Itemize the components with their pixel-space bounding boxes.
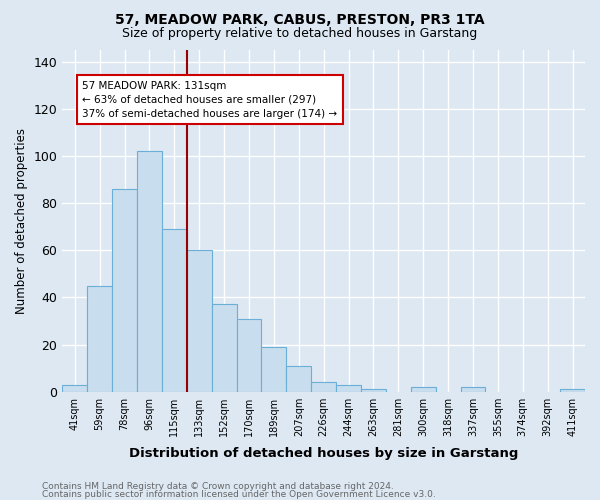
Text: 57 MEADOW PARK: 131sqm
← 63% of detached houses are smaller (297)
37% of semi-de: 57 MEADOW PARK: 131sqm ← 63% of detached… bbox=[82, 80, 337, 118]
Bar bbox=[137, 152, 162, 392]
Text: Size of property relative to detached houses in Garstang: Size of property relative to detached ho… bbox=[122, 28, 478, 40]
Bar bbox=[336, 384, 361, 392]
Bar bbox=[311, 382, 336, 392]
Bar bbox=[112, 189, 137, 392]
Bar bbox=[162, 229, 187, 392]
Bar bbox=[187, 250, 212, 392]
Bar bbox=[87, 286, 112, 392]
Bar bbox=[411, 387, 436, 392]
Text: 57, MEADOW PARK, CABUS, PRESTON, PR3 1TA: 57, MEADOW PARK, CABUS, PRESTON, PR3 1TA bbox=[115, 12, 485, 26]
Bar bbox=[560, 390, 585, 392]
Bar bbox=[62, 384, 87, 392]
X-axis label: Distribution of detached houses by size in Garstang: Distribution of detached houses by size … bbox=[129, 447, 518, 460]
Bar bbox=[286, 366, 311, 392]
Y-axis label: Number of detached properties: Number of detached properties bbox=[15, 128, 28, 314]
Text: Contains HM Land Registry data © Crown copyright and database right 2024.: Contains HM Land Registry data © Crown c… bbox=[42, 482, 394, 491]
Bar bbox=[262, 347, 286, 392]
Bar bbox=[236, 318, 262, 392]
Bar bbox=[212, 304, 236, 392]
Text: Contains public sector information licensed under the Open Government Licence v3: Contains public sector information licen… bbox=[42, 490, 436, 499]
Bar bbox=[461, 387, 485, 392]
Bar bbox=[361, 390, 386, 392]
